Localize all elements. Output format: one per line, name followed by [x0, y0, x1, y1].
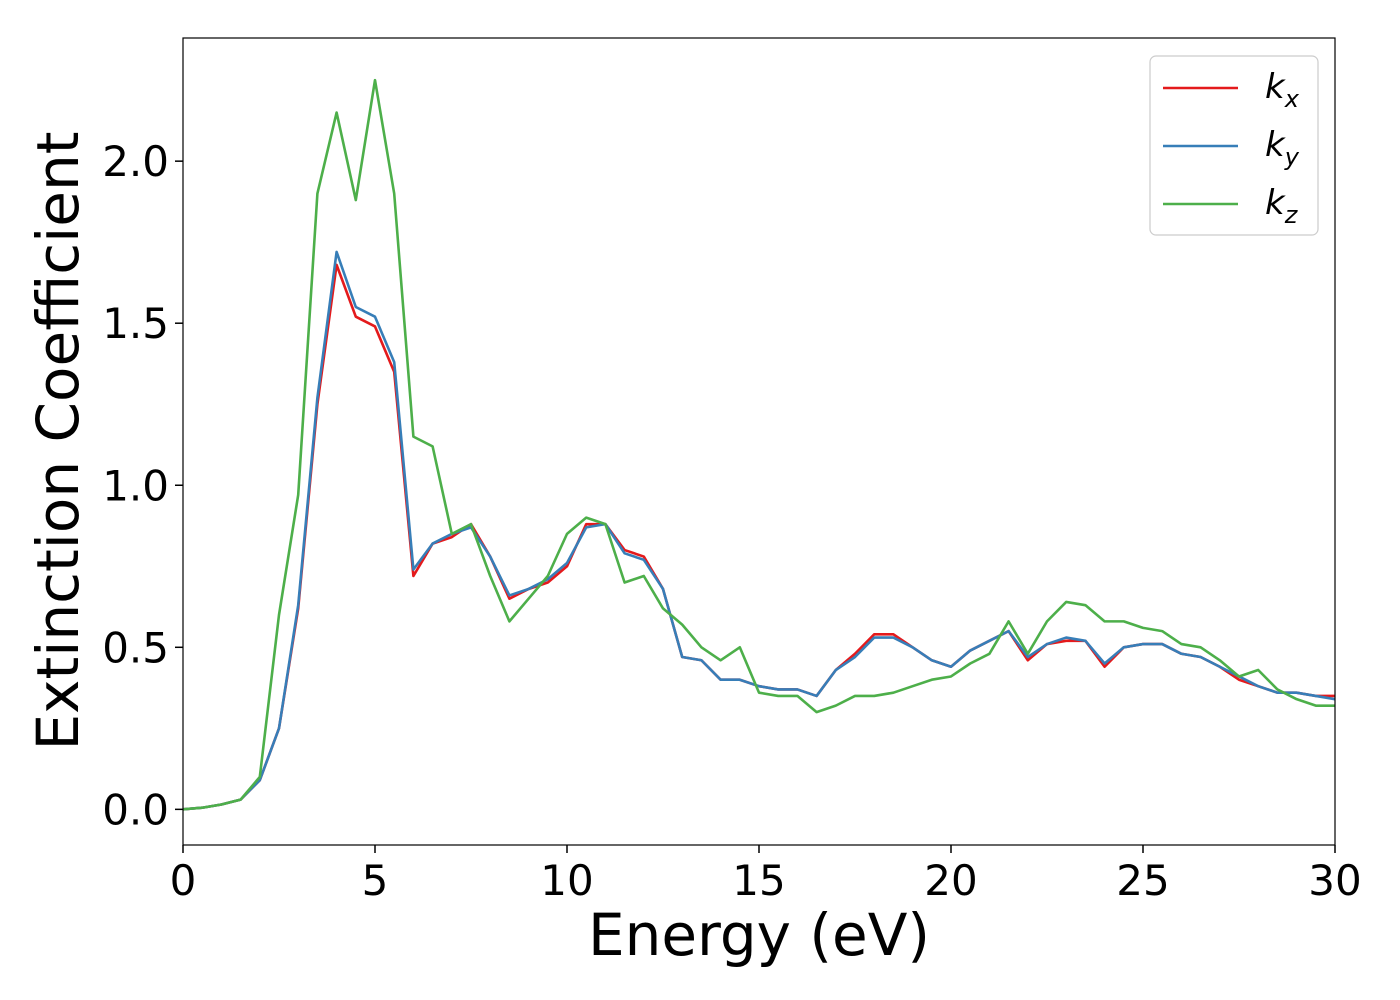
x-tick-label: 0 [170, 856, 197, 905]
legend-label: kx [1265, 67, 1300, 113]
plot-frame [182, 37, 1336, 846]
x-tick-label: 5 [362, 856, 389, 905]
x-tick-label: 30 [1308, 856, 1361, 905]
data-line [183, 250, 1335, 811]
legend-label: ky [1265, 125, 1300, 171]
data-line [183, 263, 1335, 811]
x-tick-label: 25 [1116, 856, 1169, 905]
y-axis-label: Extinction Coefficient [24, 132, 92, 751]
x-tick-label: 10 [540, 856, 593, 905]
x-tick-label: 20 [924, 856, 977, 905]
y-tick-label: 0.0 [102, 785, 169, 834]
y-tick-label: 1.0 [102, 461, 169, 510]
y-tick-label: 1.5 [102, 299, 169, 348]
x-axis-label: Energy (eV) [588, 901, 930, 969]
legend-label: kz [1265, 183, 1299, 229]
y-tick-label: 2.0 [102, 137, 169, 186]
x-tick-label: 15 [732, 856, 785, 905]
data-line [183, 78, 1335, 811]
y-tick-label: 0.5 [102, 623, 169, 672]
